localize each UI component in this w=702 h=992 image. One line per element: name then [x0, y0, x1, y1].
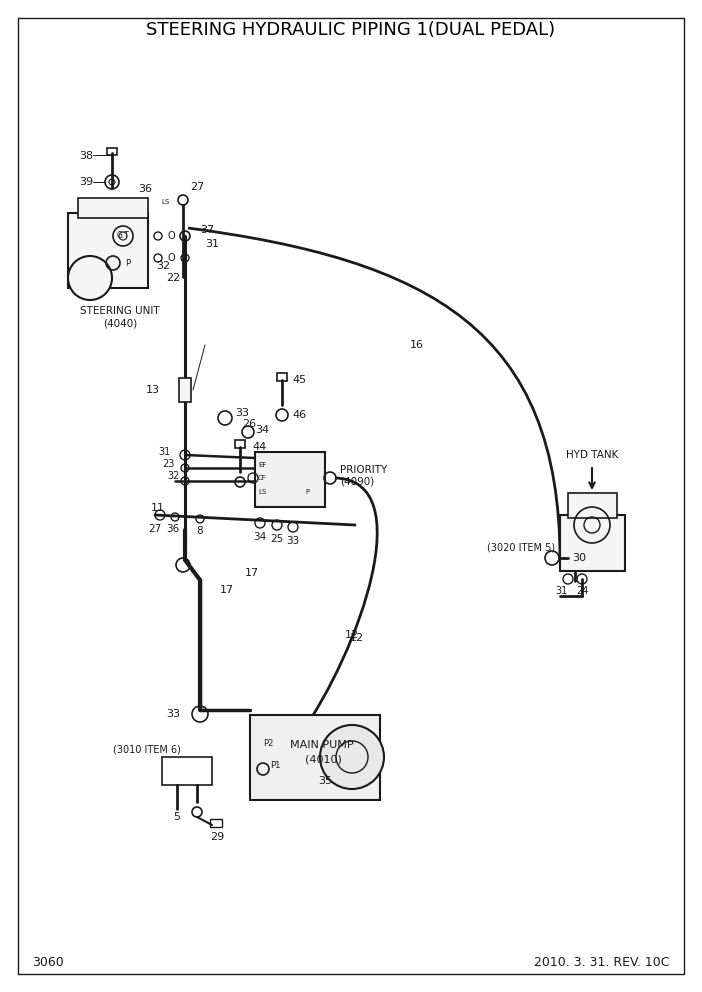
Text: 34: 34 [253, 532, 267, 542]
Text: P: P [126, 259, 131, 268]
Text: 24: 24 [576, 586, 588, 596]
Text: 30: 30 [572, 553, 586, 563]
Text: O: O [167, 231, 175, 241]
Bar [235, 440, 245, 448]
Text: 35: 35 [318, 776, 332, 786]
Text: 31: 31 [555, 586, 567, 596]
Text: 11: 11 [151, 503, 165, 513]
Text: 37: 37 [200, 225, 214, 235]
Text: 25: 25 [270, 534, 284, 544]
Bar [179, 378, 191, 402]
Text: 31: 31 [205, 239, 219, 249]
Text: G.T: G.T [117, 231, 129, 240]
Text: (4010): (4010) [305, 754, 342, 764]
Text: 39: 39 [79, 177, 93, 187]
Text: MAIN PUMP: MAIN PUMP [290, 740, 354, 750]
Text: CF: CF [258, 475, 267, 481]
Bar [107, 148, 117, 155]
Circle shape [68, 256, 112, 300]
Text: LS: LS [258, 489, 266, 495]
Text: 13: 13 [146, 385, 160, 395]
Text: 22: 22 [166, 273, 180, 283]
Text: 17: 17 [245, 568, 259, 578]
Text: 33: 33 [286, 536, 300, 546]
Text: 33: 33 [166, 709, 180, 719]
Text: 46: 46 [292, 410, 306, 420]
Text: EF: EF [258, 462, 266, 468]
Text: PRIORITY: PRIORITY [340, 465, 388, 475]
Text: 36: 36 [166, 524, 180, 534]
Text: 29: 29 [210, 832, 224, 842]
Text: O: O [167, 253, 175, 263]
Bar [568, 493, 617, 518]
Text: 17: 17 [220, 585, 234, 595]
Text: (4040): (4040) [103, 318, 137, 328]
Text: 27: 27 [148, 524, 161, 534]
Bar [255, 452, 325, 507]
Text: 2010. 3. 31. REV. 10C: 2010. 3. 31. REV. 10C [534, 955, 670, 968]
Text: (4090): (4090) [340, 477, 374, 487]
Text: P: P [305, 489, 309, 495]
Text: (3010 ITEM 6): (3010 ITEM 6) [113, 744, 181, 754]
Bar [162, 757, 212, 785]
Text: 12: 12 [350, 633, 364, 643]
Bar [250, 715, 380, 800]
Text: 33: 33 [235, 408, 249, 418]
Text: 32: 32 [168, 471, 180, 481]
Text: 26: 26 [242, 419, 256, 429]
Text: 44: 44 [252, 442, 266, 452]
Text: 32: 32 [156, 261, 170, 271]
Text: 5: 5 [173, 812, 180, 822]
Text: 12: 12 [345, 630, 359, 640]
Text: 27: 27 [190, 182, 204, 192]
Text: 34: 34 [255, 425, 269, 435]
Text: 38: 38 [79, 151, 93, 161]
Circle shape [320, 725, 384, 789]
Text: 16: 16 [410, 340, 424, 350]
Bar [78, 198, 148, 218]
Text: 3060: 3060 [32, 955, 64, 968]
Text: HYD TANK: HYD TANK [566, 450, 618, 460]
Text: STEERING UNIT: STEERING UNIT [80, 306, 160, 316]
Text: LS: LS [162, 199, 170, 205]
Text: 45: 45 [292, 375, 306, 385]
Text: 36: 36 [138, 184, 152, 194]
Bar [277, 373, 287, 381]
Text: STEERING HYDRAULIC PIPING 1(DUAL PEDAL): STEERING HYDRAULIC PIPING 1(DUAL PEDAL) [147, 21, 555, 39]
Text: 8: 8 [197, 526, 204, 536]
Bar [68, 213, 148, 288]
Text: (3020 ITEM 5): (3020 ITEM 5) [487, 543, 555, 553]
Text: P2: P2 [263, 738, 273, 748]
Text: P1: P1 [270, 761, 280, 770]
Bar [560, 515, 625, 571]
Bar [210, 819, 222, 827]
Text: 23: 23 [163, 459, 175, 469]
Text: 31: 31 [159, 447, 171, 457]
